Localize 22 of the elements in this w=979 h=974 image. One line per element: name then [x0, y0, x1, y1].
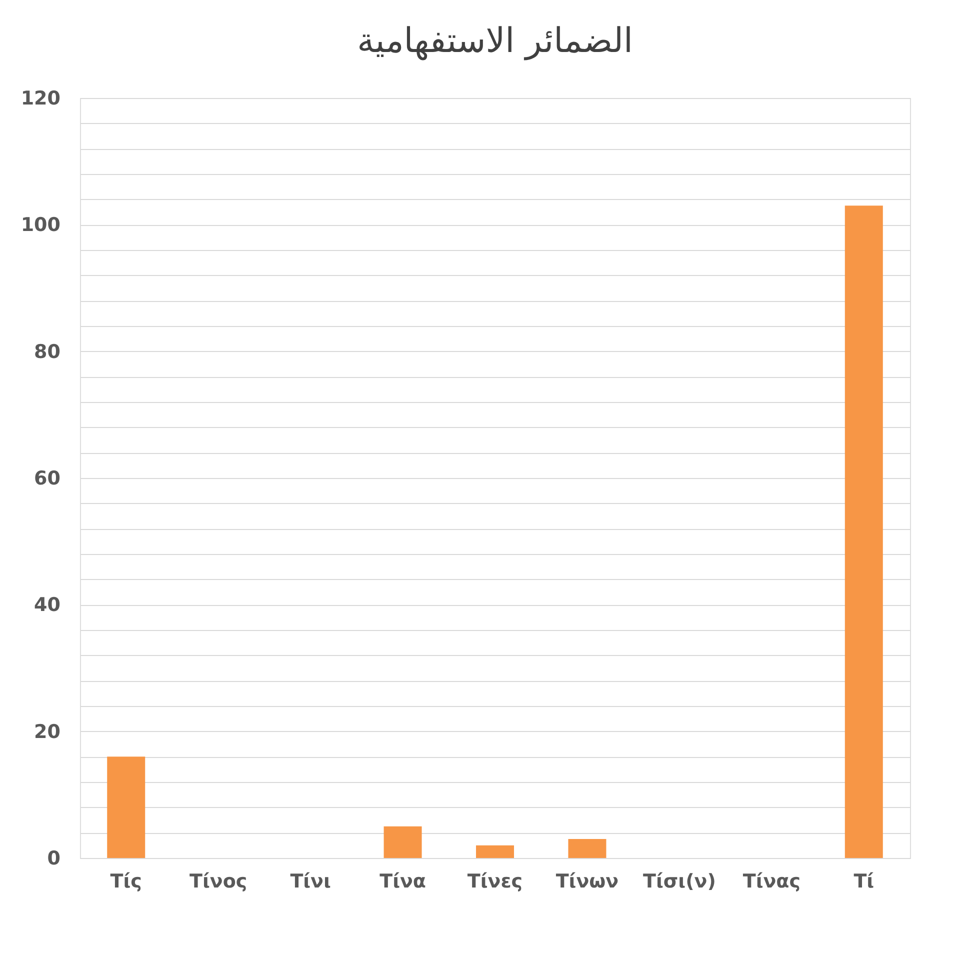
y-tick-label: 120 — [20, 88, 60, 110]
x-tick-label: Τίνων — [556, 870, 619, 892]
y-tick-label: 100 — [20, 214, 60, 236]
x-tick-label: Τί — [854, 870, 874, 892]
y-tick-label: 80 — [34, 340, 60, 363]
x-tick-label: Τίνος — [190, 870, 248, 892]
bar — [107, 756, 146, 858]
y-tick-label: 20 — [34, 720, 60, 743]
x-tick-label: Τίσι(ν) — [643, 870, 716, 892]
y-tick-label: 60 — [34, 468, 60, 490]
y-tick-label: 40 — [34, 594, 60, 616]
bar — [844, 206, 883, 858]
y-tick-label: 0 — [47, 848, 60, 870]
chart-title: الضمائر الاستفهامية — [357, 21, 633, 61]
bar — [568, 839, 606, 858]
x-tick-label: Τίνας — [742, 870, 800, 892]
bar — [384, 826, 422, 858]
x-tick-label: Τίνα — [380, 870, 426, 892]
x-tick-label: Τίς — [110, 870, 142, 892]
bar — [476, 845, 514, 858]
x-tick-label: Τίνι — [290, 870, 331, 892]
x-tick-label: Τίνες — [467, 870, 523, 892]
